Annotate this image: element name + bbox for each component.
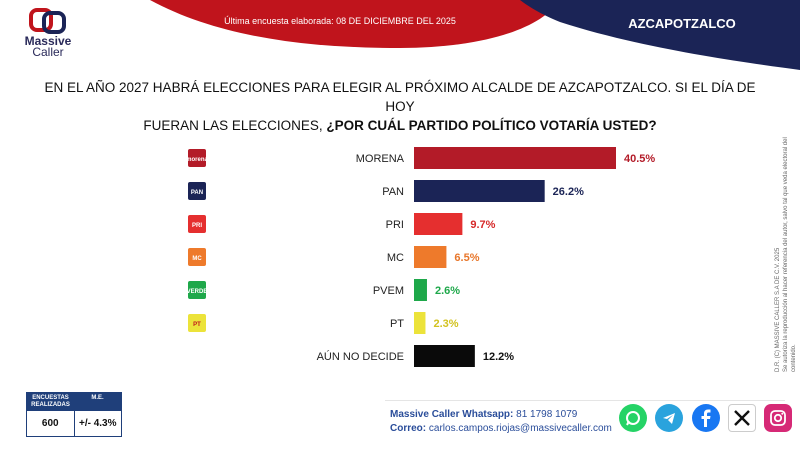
stats-header-margin: M.E. xyxy=(91,395,104,401)
email-contact: Correo: carlos.campos.riojas@massivecall… xyxy=(390,422,612,436)
party-logo-text-pri: PRI xyxy=(192,223,202,229)
email-address[interactable]: carlos.campos.riojas@massivecaller.com xyxy=(428,423,612,434)
stats-value-margin: +/- 4.3% xyxy=(78,418,117,429)
survey-date: Última encuesta elaborada: 08 DE DICIEMB… xyxy=(224,16,456,26)
email-label: Correo: xyxy=(390,423,427,434)
question-bold: ¿POR CUÁL PARTIDO POLÍTICO VOTARÍA USTED… xyxy=(326,118,657,133)
party-logo-pri xyxy=(188,215,206,233)
party-logo-text-pan: PAN xyxy=(191,190,203,196)
bar-pvem xyxy=(414,279,427,301)
category-label-pt: PT xyxy=(390,318,404,330)
facebook-icon[interactable] xyxy=(692,404,720,432)
header-banner xyxy=(0,0,800,70)
brand-name-2: Caller xyxy=(32,45,64,59)
bar-pan xyxy=(414,180,545,202)
instagram-icon[interactable] xyxy=(764,404,792,432)
party-logo-text-mc: MC xyxy=(192,256,202,262)
bar-pt xyxy=(414,312,426,334)
logo-mark-icon xyxy=(29,8,66,34)
copyright-note: D.R. (C) MASSIVE CALLER S.A DE C.V. 2025… xyxy=(774,112,798,372)
stats-header-surveys: ENCUESTAS REALIZADAS xyxy=(31,395,70,408)
bar-morena xyxy=(414,147,616,169)
survey-question: EN EL AÑO 2027 HABRÁ ELECCIONES PARA ELE… xyxy=(30,78,770,135)
question-line-1: EN EL AÑO 2027 HABRÁ ELECCIONES PARA ELE… xyxy=(44,80,756,114)
question-line-2: FUERAN LAS ELECCIONES, ¿POR CUÁL PARTIDO… xyxy=(30,116,770,135)
category-label-pan: PAN xyxy=(382,186,404,198)
contact-info: Massive Caller Whatsapp: 81 1798 1079 Co… xyxy=(390,408,612,436)
value-label-pan: 26.2% xyxy=(553,186,584,198)
whatsapp-label: Massive Caller Whatsapp: xyxy=(390,409,514,420)
category-label-mc: MC xyxy=(387,252,404,264)
survey-stats-table: ENCUESTAS REALIZADAS M.E. 600 +/- 4.3% xyxy=(26,392,122,437)
party-logo-pvem xyxy=(188,281,206,299)
party-logo-morena xyxy=(188,149,206,167)
question-plain: FUERAN LAS ELECCIONES, xyxy=(143,118,323,133)
party-logo-text-pt: PT xyxy=(193,322,201,328)
whatsapp-number[interactable]: 81 1798 1079 xyxy=(516,409,578,420)
value-label-morena: 40.5% xyxy=(624,153,655,165)
party-logo-pt xyxy=(188,314,206,332)
category-label-morena: MORENA xyxy=(356,153,405,165)
category-label-pri: PRI xyxy=(386,219,404,231)
x-icon[interactable] xyxy=(728,404,756,432)
value-label-pt: 2.3% xyxy=(433,318,458,330)
value-label-pri: 9.7% xyxy=(470,219,495,231)
party-logo-mc xyxy=(188,248,206,266)
value-label-pvem: 2.6% xyxy=(435,285,460,297)
city-title: AZCAPOTZALCO xyxy=(628,16,736,31)
massive-caller-logo: Massive Caller xyxy=(22,8,74,58)
telegram-icon[interactable] xyxy=(655,404,683,432)
category-label-pvem: PVEM xyxy=(373,285,404,297)
value-label-mc: 6.5% xyxy=(454,252,479,264)
bar-mc xyxy=(414,246,447,268)
footer-divider xyxy=(385,400,785,401)
copyright-line-1: D.R. (C) MASSIVE CALLER S.A DE C.V. 2025 xyxy=(775,247,781,372)
bar-pri xyxy=(414,213,463,235)
party-logo-pan xyxy=(188,182,206,200)
category-label-a-n-no-decide: AÚN NO DECIDE xyxy=(317,350,404,363)
brand-name: Massive xyxy=(24,34,72,48)
stats-value-surveys: 600 xyxy=(27,411,75,436)
party-logo-text-pvem: VERDE xyxy=(187,289,208,295)
party-logo-text-morena: morena xyxy=(186,157,208,163)
bar-a-n-no-decide xyxy=(414,345,475,367)
value-label-a-n-no-decide: 12.2% xyxy=(483,351,514,363)
whatsapp-icon[interactable] xyxy=(619,404,647,432)
whatsapp-contact: Massive Caller Whatsapp: 81 1798 1079 xyxy=(390,408,612,422)
copyright-line-2: Se autoriza la reproducción al hacer ref… xyxy=(783,137,797,372)
